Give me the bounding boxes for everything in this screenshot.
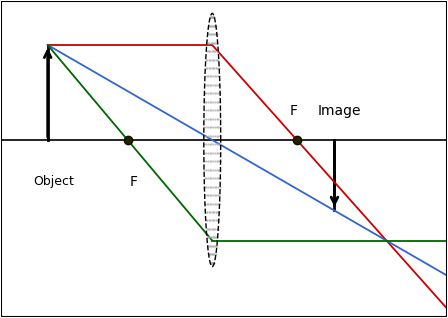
Text: F: F	[290, 104, 298, 118]
Text: F: F	[130, 175, 138, 189]
Text: Image: Image	[318, 104, 362, 118]
Text: Object: Object	[34, 175, 74, 188]
